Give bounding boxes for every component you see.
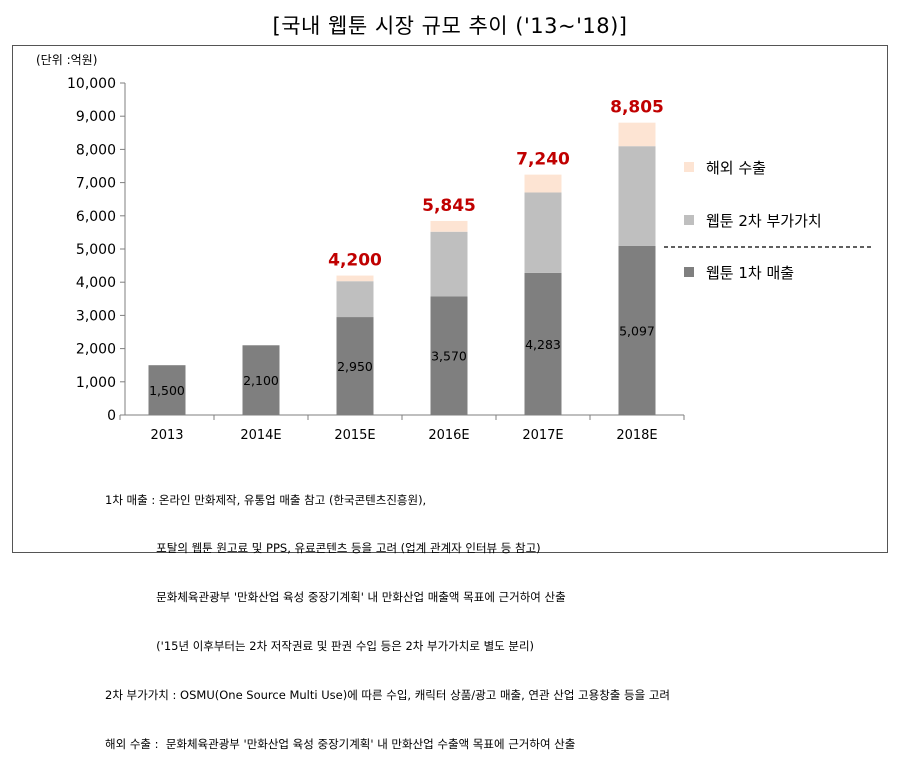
y-tick-label: 2,000	[76, 342, 116, 358]
legend-swatch	[684, 215, 694, 225]
footnote-line: 1차 매출 : 온라인 만화제작, 유통업 매출 참고 (한국콘텐츠진흥원),	[105, 492, 427, 507]
data-label: 4,283	[525, 337, 561, 352]
data-label: 5,097	[619, 323, 655, 338]
footnote-line: 해외 수출 : 문화체육관광부 '만화산업 육성 중장기계획' 내 만화산업 수…	[105, 737, 576, 752]
bar-segment	[618, 245, 656, 415]
bar-segment	[524, 272, 562, 415]
y-tick-label: 10,000	[67, 76, 116, 92]
footnote-line: 포탈의 웹툰 원고료 및 PPS, 유료콘텐츠 등을 고려 (업계 관계자 인터…	[105, 541, 541, 556]
bar-segment	[148, 365, 186, 415]
bar-segment	[618, 122, 656, 147]
legend-swatch	[684, 162, 694, 172]
stacked-bar-chart: (단위 :억원) 0 1,000 2,000 3,000 4,000 5,000 6,000 7…	[36, 53, 872, 443]
footnote-line: 문화체육관광부 '만화산업 육성 중장기계획' 내 만화산업 매출액 목표에 근…	[105, 590, 566, 605]
total-label: 4,200	[328, 251, 382, 271]
x-tick-label: 2016E	[428, 428, 469, 443]
footnotes: 1차 매출 : 온라인 만화제작, 유통업 매출 참고 (한국콘텐츠진흥원), …	[105, 459, 875, 769]
unit-label: (단위 :억원)	[36, 53, 97, 67]
footnote-line: ('15년 이후부터는 2차 저작권료 및 판권 수입 등은 2차 부가가치로 …	[105, 639, 535, 654]
data-label: 1,500	[149, 383, 185, 398]
y-tick-label: 5,000	[76, 242, 116, 258]
x-tick-label: 2018E	[616, 428, 657, 443]
data-label: 2,100	[243, 373, 279, 388]
chart-title: [국내 웹툰 시장 규모 추이 ('13~'18)]	[272, 14, 628, 38]
bar-segment	[336, 275, 374, 282]
y-tick-label: 9,000	[76, 109, 116, 125]
bar-segment	[430, 220, 468, 232]
y-tick-label: 3,000	[76, 308, 116, 324]
chart-frame	[12, 45, 888, 553]
y-tick-label: 6,000	[76, 209, 116, 225]
legend-swatch	[684, 267, 694, 277]
bar-segment	[336, 317, 374, 415]
bar-segment	[430, 296, 468, 415]
data-label: 2,950	[337, 359, 373, 374]
legend-label: 해외 수출	[706, 159, 766, 177]
footnote-line: 2차 부가가치 : OSMU(One Source Multi Use)에 따른…	[105, 688, 671, 703]
x-tick-label: 2015E	[334, 428, 375, 443]
y-tick-label: 1,000	[76, 375, 116, 391]
x-tick-label: 2014E	[240, 428, 281, 443]
legend-label: 웹툰 2차 부가가치	[706, 212, 822, 230]
bar-segment	[618, 146, 656, 246]
total-label: 5,845	[422, 196, 476, 216]
bar-segment	[524, 192, 562, 273]
legend-label: 웹툰 1차 매출	[706, 264, 794, 282]
total-label: 7,240	[516, 150, 570, 170]
y-tick-label: 0	[107, 408, 116, 424]
x-tick-label: 2017E	[522, 428, 563, 443]
y-tick-label: 7,000	[76, 176, 116, 192]
y-tick-label: 4,000	[76, 275, 116, 291]
y-tick-label: 8,000	[76, 142, 116, 158]
bar-segment	[242, 345, 280, 415]
data-label: 3,570	[431, 349, 467, 364]
bar-segment	[336, 281, 374, 318]
bar-segment	[524, 174, 562, 193]
bar-segment	[430, 231, 468, 297]
x-tick-label: 2013	[150, 428, 183, 443]
total-label: 8,805	[610, 98, 664, 118]
